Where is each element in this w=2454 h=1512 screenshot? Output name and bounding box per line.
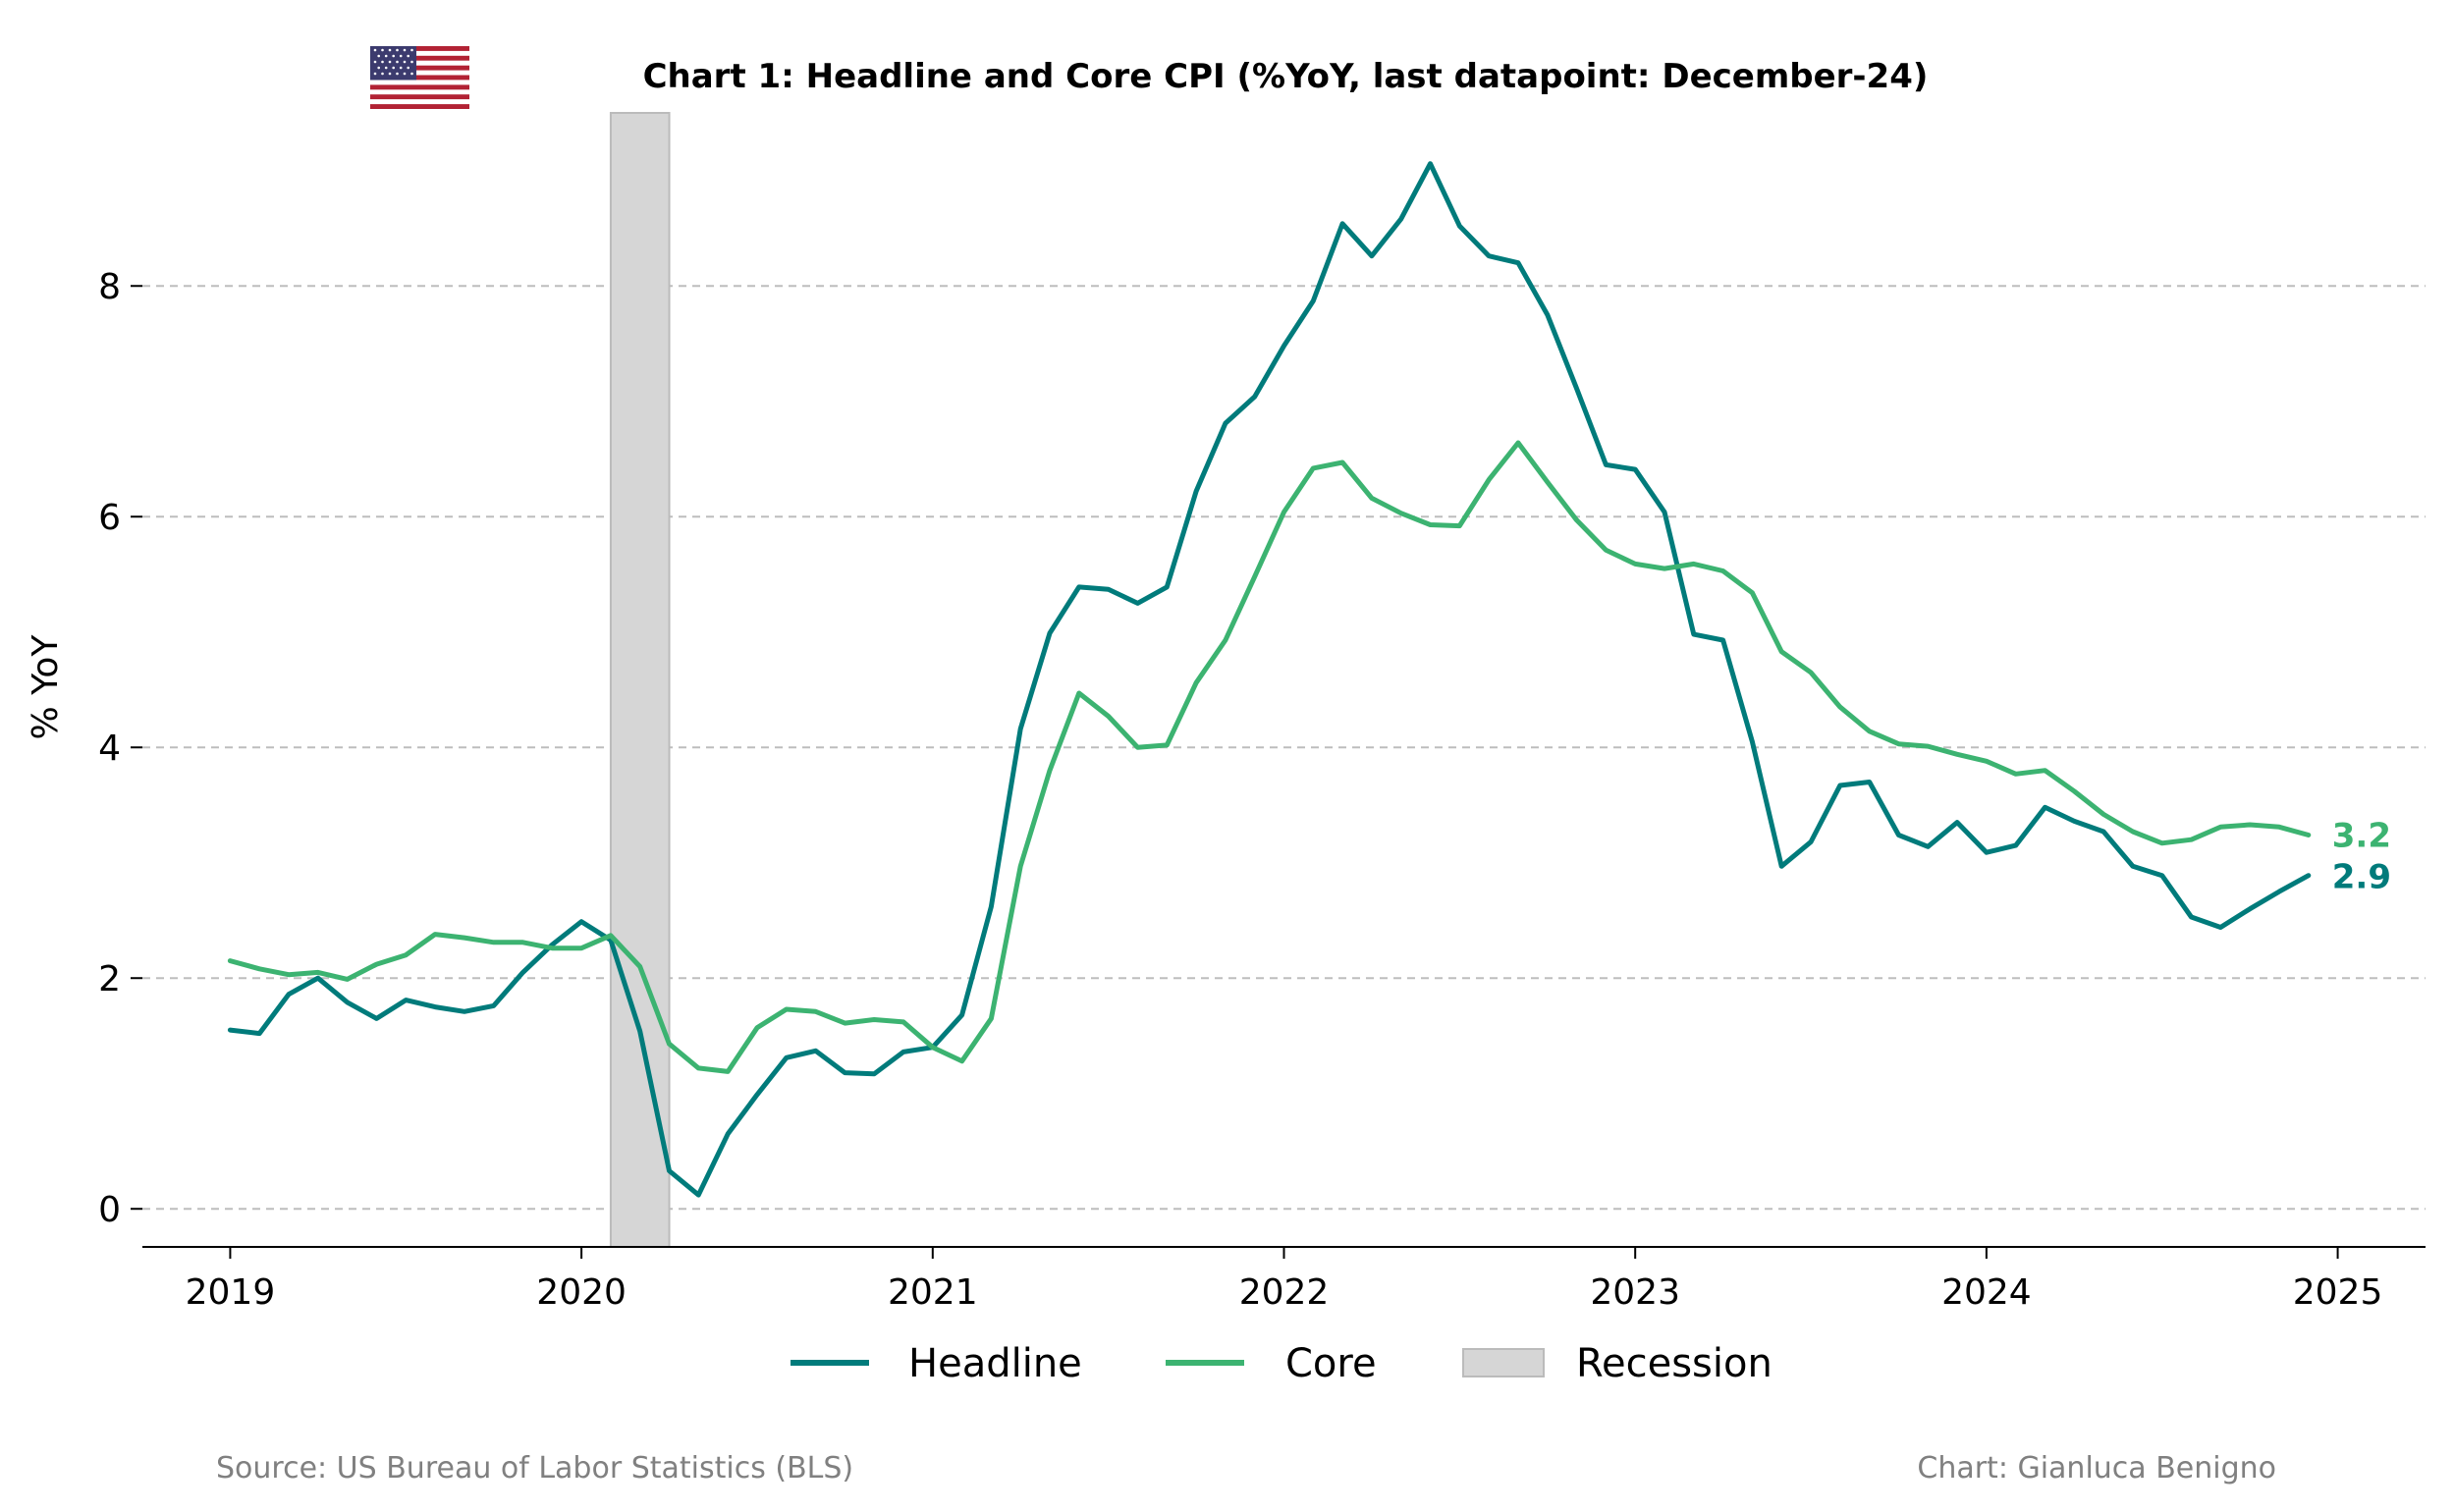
x-tick-label: 2023 bbox=[1590, 1272, 1680, 1313]
end-labels: 2.93.2 bbox=[2332, 817, 2391, 897]
y-tick-label: 6 bbox=[98, 498, 121, 538]
legend-swatch-recession bbox=[1462, 1348, 1545, 1377]
x-tick-label: 2019 bbox=[186, 1272, 276, 1313]
recession-band bbox=[609, 112, 671, 1248]
us-flag-icon bbox=[370, 46, 469, 109]
series-lines bbox=[227, 161, 2312, 1198]
y-tick-label: 4 bbox=[98, 729, 121, 769]
end-label-core: 3.2 bbox=[2332, 817, 2391, 856]
x-tick-label: 2022 bbox=[1239, 1272, 1330, 1313]
recession-band-group bbox=[609, 112, 671, 1248]
axes: 0 2 4 6 8 2019 2020 2021 2022 2023 2024 2025 bbox=[98, 267, 2426, 1313]
legend-label-core: Core bbox=[1285, 1341, 1377, 1386]
x-tick-label: 2024 bbox=[1941, 1272, 2032, 1313]
legend-label-headline: Headline bbox=[908, 1341, 1082, 1386]
y-tick-label: 0 bbox=[98, 1190, 121, 1230]
legend-label-recession: Recession bbox=[1576, 1341, 1772, 1386]
series-line-core bbox=[227, 440, 2312, 1074]
y-tick-label: 8 bbox=[98, 267, 121, 307]
source-note: Source: US Bureau of Labor Statistics (B… bbox=[216, 1451, 853, 1485]
x-tick-label: 2025 bbox=[2293, 1272, 2383, 1313]
legend: Headline Core Recession bbox=[791, 1341, 1772, 1386]
chart-credit: Chart: Gianluca Benigno bbox=[1917, 1451, 2276, 1485]
end-label-headline: 2.9 bbox=[2332, 858, 2391, 897]
grid bbox=[142, 285, 2426, 1211]
y-tick-label: 2 bbox=[98, 959, 121, 999]
chart-title: Chart 1: Headline and Core CPI (%YoY, la… bbox=[643, 57, 1929, 96]
x-tick-label: 2020 bbox=[536, 1272, 627, 1313]
y-axis-label: % YoY bbox=[26, 634, 66, 740]
x-tick-label: 2021 bbox=[888, 1272, 978, 1313]
series-line-headline bbox=[227, 161, 2312, 1198]
